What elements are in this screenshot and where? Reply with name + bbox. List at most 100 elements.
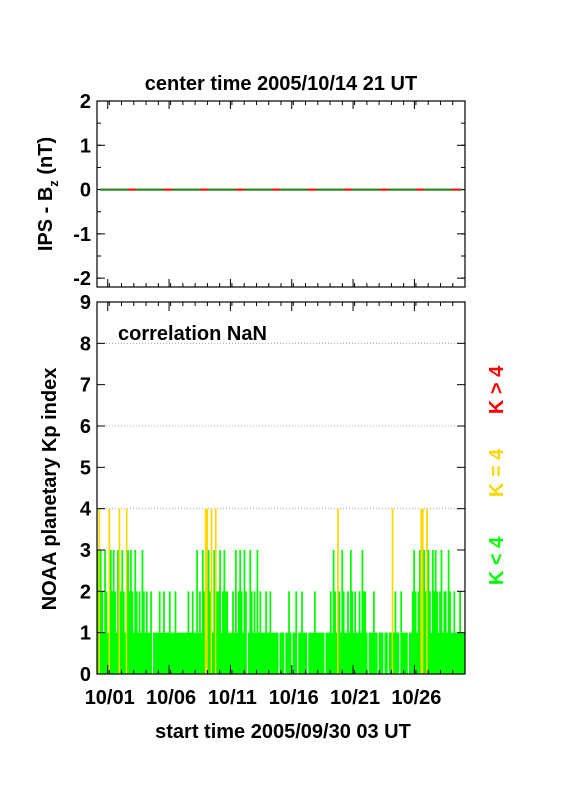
kp-bar <box>226 591 229 674</box>
kp-bar <box>176 632 178 674</box>
kp-bar <box>374 632 377 674</box>
kp-bar <box>427 550 430 674</box>
kp-bar <box>177 632 180 674</box>
kp-bar <box>242 632 244 674</box>
kp-bar <box>309 632 312 674</box>
kp-bar <box>439 591 441 674</box>
kp-bar <box>125 508 128 674</box>
kp-bar <box>153 632 155 674</box>
kp-bar <box>293 632 296 674</box>
kp-bar <box>104 550 106 674</box>
kp-bar <box>276 632 279 674</box>
kp-y-tick-label: 7 <box>80 375 91 397</box>
kp-bar <box>414 591 417 674</box>
kp-bar <box>137 632 139 674</box>
kp-bar <box>411 591 414 674</box>
kp-bar <box>259 591 262 674</box>
kp-x-tick-label: 10/06 <box>146 687 196 709</box>
kp-bar <box>160 632 162 674</box>
kp-bar <box>235 550 237 674</box>
kp-bar <box>166 632 168 674</box>
kp-bar <box>408 632 411 674</box>
kp-bar <box>243 550 246 674</box>
kp-bar <box>452 632 454 674</box>
kp-bar <box>417 591 420 674</box>
kp-bar <box>375 632 378 674</box>
kp-bar <box>262 632 265 674</box>
kp-bar <box>171 632 174 674</box>
kp-y-tick-label: 6 <box>80 416 91 438</box>
kp-bar <box>132 632 135 674</box>
kp-bar <box>253 591 256 674</box>
kp-bar <box>217 591 220 674</box>
kp-bar <box>397 632 400 674</box>
kp-bar <box>223 550 226 674</box>
kp-bar <box>163 591 165 674</box>
kp-bar <box>446 632 449 674</box>
kp-bar <box>365 632 368 674</box>
kp-bar <box>190 632 193 674</box>
kp-bar <box>370 632 372 674</box>
kp-bar <box>410 632 413 674</box>
kp-bar <box>424 591 427 674</box>
kp-bar <box>150 591 152 674</box>
kp-bar <box>325 632 328 674</box>
kp-bar <box>158 591 161 674</box>
bz-y-tick-label: 2 <box>80 91 91 113</box>
kp-bar <box>454 632 457 674</box>
kp-bar <box>131 591 134 674</box>
kp-bar <box>406 632 408 674</box>
kp-bar <box>111 591 114 674</box>
kp-bar <box>429 591 431 674</box>
kp-bar <box>214 508 217 674</box>
kp-y-tick-label: 5 <box>80 457 91 479</box>
kp-bar <box>191 591 194 674</box>
bz-y-axis-label: IPS - Bz (nT) <box>35 137 61 251</box>
kp-bar <box>394 591 397 674</box>
kp-bar <box>273 632 276 674</box>
kp-bar <box>426 508 428 674</box>
kp-y-tick-label: 0 <box>80 664 91 686</box>
correlation-annotation: correlation NaN <box>118 323 267 345</box>
kp-bar <box>189 632 191 674</box>
kp-bar <box>237 591 240 674</box>
kp-bar <box>322 632 325 674</box>
kp-bar <box>345 632 348 674</box>
kp-bar <box>401 632 404 674</box>
kp-bar <box>174 591 177 674</box>
kp-bar <box>197 632 200 674</box>
kp-bar <box>450 632 453 674</box>
legend-item: K < 4 <box>486 536 508 585</box>
kp-bar <box>311 632 313 674</box>
kp-y-tick-label: 1 <box>80 623 91 645</box>
kp-bar <box>442 632 444 674</box>
kp-y-tick-label: 8 <box>80 333 91 355</box>
kp-bar <box>232 591 234 674</box>
kp-bar <box>270 632 273 674</box>
kp-bar <box>186 632 188 674</box>
kp-bar <box>216 591 219 674</box>
bz-y-label-unit: (nT) <box>35 137 57 180</box>
kp-bar <box>260 632 263 674</box>
kp-bar <box>117 550 119 674</box>
kp-bar <box>143 591 145 674</box>
kp-bar <box>416 632 418 674</box>
kp-bar <box>268 632 270 674</box>
kp-bar <box>403 632 405 674</box>
kp-bar <box>368 632 371 674</box>
x-axis-label: start time 2005/09/30 03 UT <box>155 721 411 743</box>
kp-bar <box>335 632 338 674</box>
kp-bar <box>275 632 277 674</box>
kp-legend: K < 4 K = 4 K > 4 <box>486 365 508 585</box>
kp-bar <box>115 632 118 674</box>
kp-bar <box>236 632 239 674</box>
kp-bar <box>120 591 122 674</box>
kp-bar <box>144 632 147 674</box>
kp-bar <box>390 632 392 674</box>
bz-y-tick-label: 1 <box>80 135 91 157</box>
kp-bar <box>140 632 142 674</box>
kp-bar <box>404 632 407 674</box>
kp-bar <box>148 632 151 674</box>
kp-bar <box>157 632 160 674</box>
kp-bar <box>99 550 102 674</box>
